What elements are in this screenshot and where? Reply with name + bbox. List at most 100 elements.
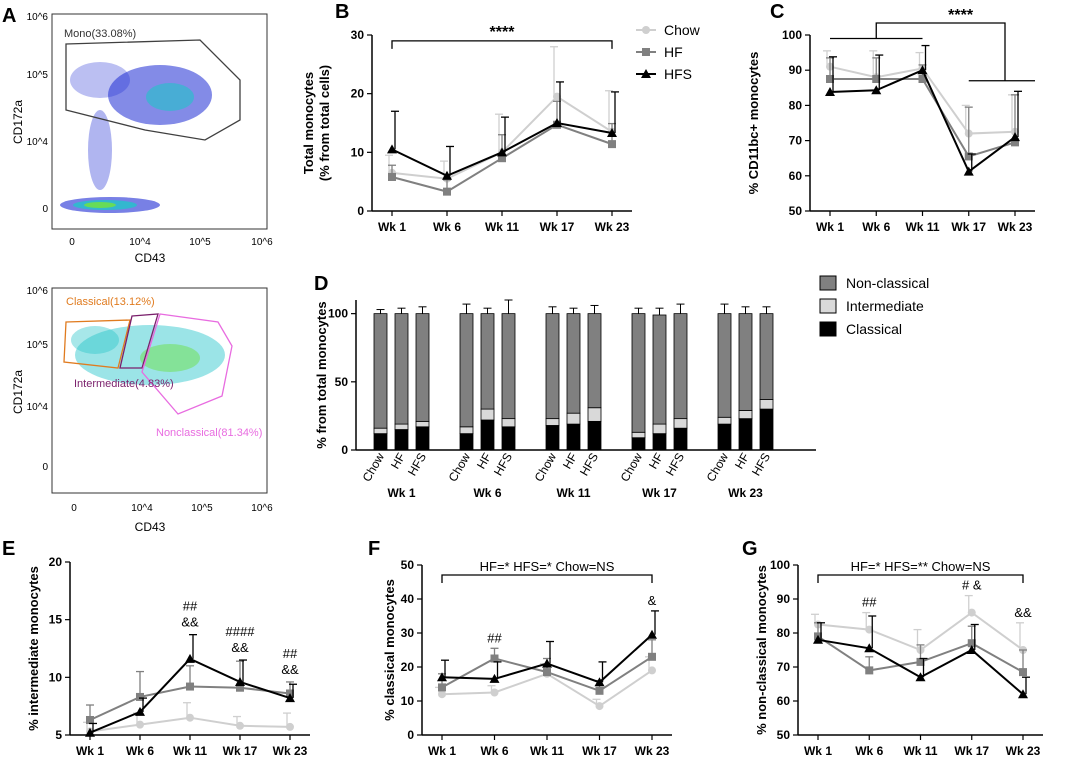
point-hf [918, 75, 927, 83]
x-tick-label: Wk 23 [1006, 744, 1041, 758]
annotation-label: && [1014, 605, 1032, 620]
bar-segment-classical [480, 419, 495, 451]
point-hf [438, 683, 446, 692]
flow-bottom-yticks: 10^6 10^5 10^4 0 [27, 286, 49, 473]
legend-marker-hfs [641, 69, 651, 78]
y-tick-label: 50 [777, 728, 791, 742]
bar-segment-classical [566, 423, 581, 451]
point-hfs [387, 144, 397, 154]
point-hfs [607, 127, 617, 137]
bar-group-label: Wk 6 [473, 486, 501, 500]
point-hfs [864, 643, 875, 653]
legend-label-classical: Classical [846, 321, 902, 337]
bar-segment-non-classical [415, 313, 430, 422]
flow-bottom-ylabel: CD172a [11, 370, 25, 414]
bracket-label: HF=* HFS=** Chow=NS [851, 559, 991, 574]
x-tick-label: Wk 11 [485, 220, 519, 234]
annotation-label: & [648, 593, 657, 608]
x-tick-label: Wk 17 [540, 220, 575, 234]
bar-group-label: Wk 11 [556, 486, 590, 500]
x-tick-label: Wk 11 [905, 220, 939, 234]
classical-gate-label: Classical(13.12%) [66, 296, 155, 308]
bar-segment-classical [394, 429, 409, 451]
y-tick-label: 20 [49, 555, 63, 569]
flow-bottom-ytick: 10^4 [27, 402, 49, 413]
flow-bottom-xtick: 10^5 [191, 503, 213, 514]
point-hfs [85, 727, 95, 737]
y-tick-label: 100 [770, 558, 790, 572]
y-tick-label: 90 [777, 592, 791, 606]
x-tick-label: Wk 23 [998, 220, 1033, 234]
y-tick-label: 20 [401, 660, 415, 674]
bar-category-label: Chow [704, 450, 732, 484]
flow-top-ylabel: CD172a [11, 100, 25, 144]
panel-g: G 50 60 70 80 90 100 Wk 1 Wk 6 Wk 11 Wk 17 Wk 23 % n… [742, 538, 1043, 758]
bar-segment-non-classical [394, 313, 409, 425]
bar-group-label: Wk 23 [728, 486, 763, 500]
point-hfs [542, 658, 552, 668]
x-tick-label: Wk 23 [273, 744, 308, 758]
point-hf [186, 682, 194, 691]
flow-bottom-xtick: 10^6 [251, 503, 273, 514]
bar-segment-non-classical [587, 313, 602, 409]
point-hf [136, 692, 144, 701]
bar-segment-non-classical [738, 313, 753, 411]
group-bracket-link [875, 22, 1006, 81]
point-hf [443, 187, 451, 196]
bar-segment-classical [373, 433, 388, 451]
legend-label-nonclassical: Non-classical [846, 275, 929, 291]
bar-segment-classical [587, 420, 602, 451]
panel-letter-g: G [742, 538, 758, 560]
legend-marker-chow [642, 26, 650, 34]
y-tick-label: 0 [341, 443, 348, 457]
bar-segment-non-classical [673, 313, 688, 420]
intermediate-gate-label: Intermediate(4.83%) [74, 378, 174, 390]
bar-category-label: HFS [491, 451, 515, 479]
legend-marker-hf [642, 48, 650, 56]
bar-group-label: Wk 17 [642, 486, 677, 500]
x-tick-label: Wk 23 [635, 744, 670, 758]
point-hf [916, 657, 925, 666]
bar-segment-non-classical [480, 313, 495, 410]
x-tick-label: Wk 17 [223, 744, 258, 758]
bar-segment-intermediate [459, 426, 474, 435]
bar-segment-intermediate [673, 418, 688, 429]
annotation-label: && [231, 640, 249, 655]
bar-segment-intermediate [415, 420, 430, 428]
bar-legend: Non-classical Intermediate Classical [819, 275, 929, 337]
bar-segment-intermediate [759, 399, 774, 410]
point-chow [595, 702, 604, 711]
point-hf [865, 666, 874, 675]
point-hf [595, 686, 604, 695]
bar-segment-classical [459, 433, 474, 451]
nonclassical-gate [141, 313, 233, 415]
panel-letter-c: C [770, 1, 784, 23]
bar-segment-non-classical [501, 313, 516, 420]
nonclassical-gate-label: Nonclassical(81.34%) [156, 427, 262, 439]
annotation-label: # & [962, 578, 982, 593]
panel-b: B 0 10 20 30 Wk 1 Wk 6 Wk 11 Wk 17 Wk 23 Total mon… [301, 1, 632, 234]
y-axis-label: Total monocytes [301, 72, 316, 174]
flow-top-xtick: 10^6 [251, 237, 273, 248]
bar-segment-non-classical [459, 313, 474, 428]
panel-letter-e: E [2, 538, 15, 560]
point-chow [865, 625, 874, 634]
bar-category-label: HF [474, 451, 494, 472]
point-hfs [647, 629, 657, 639]
bar-category-label: Chow [532, 450, 560, 484]
point-hfs [489, 673, 500, 683]
panel-a: A Mono(33.08%) CD43 CD172a 0 10^4 10^5 1… [2, 5, 273, 534]
point-chow [286, 722, 294, 731]
bar-segment-classical [717, 423, 732, 451]
flow-bottom-density [71, 325, 225, 385]
y-axis-label: % from total monocytes [314, 301, 329, 448]
point-hf [498, 154, 506, 163]
significance-label: **** [948, 7, 974, 24]
x-tick-label: Wk 1 [428, 744, 456, 758]
annotation-label: && [181, 615, 199, 630]
bar-category-label: HF [560, 451, 580, 472]
point-hfs [285, 693, 295, 703]
flow-plot-bottom: Classical(13.12%) Intermediate(4.83%) No… [11, 286, 273, 534]
bar-segment-classical [738, 418, 753, 451]
legend-label-hf: HF [664, 44, 683, 60]
